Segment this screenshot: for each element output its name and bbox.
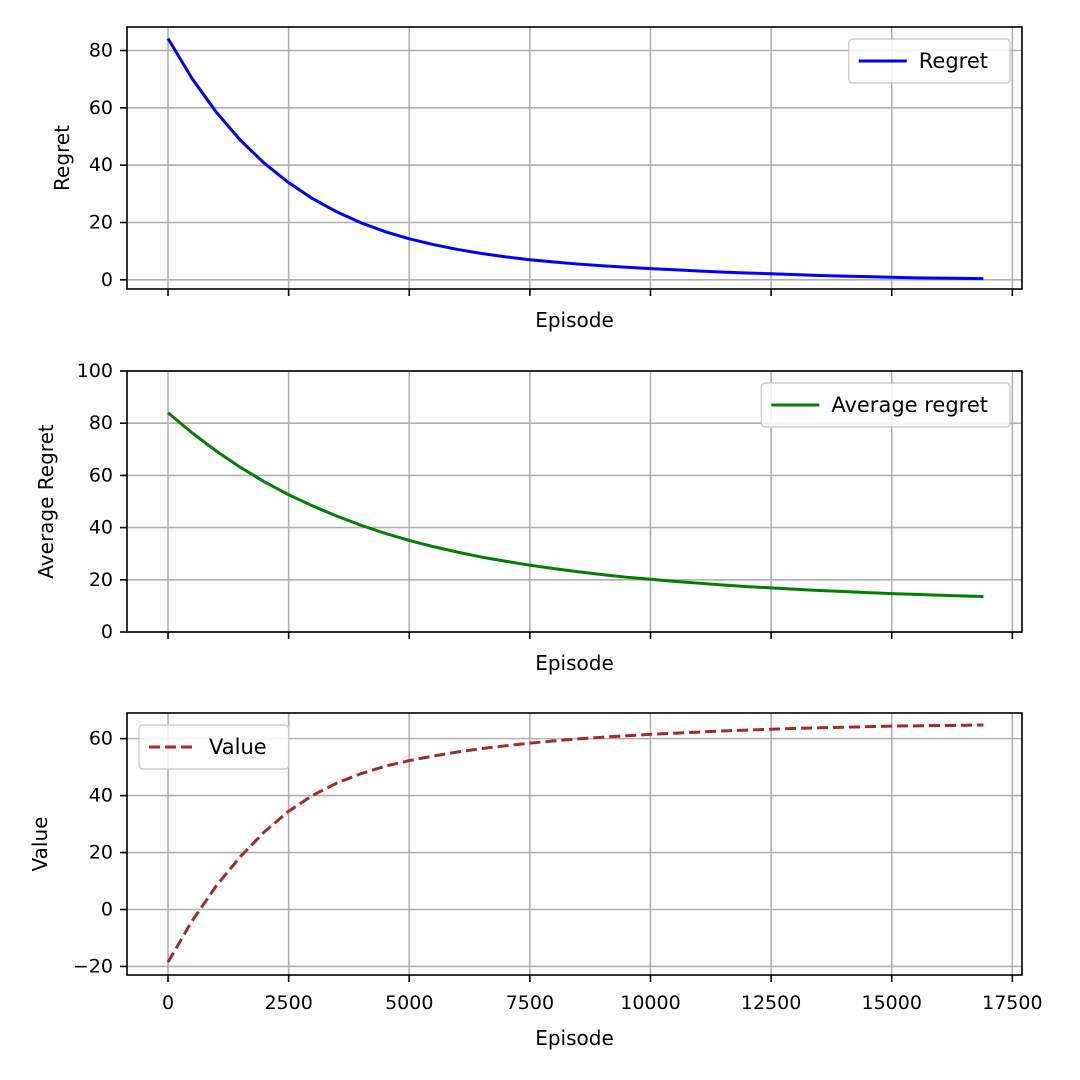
series-line-value bbox=[166, 723, 984, 963]
x-axis-label: Episode bbox=[535, 651, 614, 675]
series-line-average-regret bbox=[167, 411, 984, 598]
axes-frame bbox=[126, 370, 1023, 633]
x-tick-label: 10000 bbox=[620, 992, 680, 1014]
y-tick-label: 20 bbox=[89, 211, 113, 233]
x-tick-label: 0 bbox=[162, 992, 174, 1014]
y-axis-label: Regret bbox=[50, 125, 74, 191]
y-tick-label: 100 bbox=[77, 360, 113, 382]
panel-2: 0 20 40 60 80 100 Episode Average Regret Average… bbox=[34, 360, 1023, 675]
axes-frame bbox=[126, 712, 1023, 976]
legend: Value bbox=[138, 724, 290, 770]
y-tick-label: 40 bbox=[89, 785, 113, 807]
legend-label: Value bbox=[209, 735, 267, 759]
x-tick-label: 5000 bbox=[385, 992, 433, 1014]
legend: Average regret bbox=[760, 382, 1011, 428]
panel-3: 0 2500 5000 7500 10000 12500 15000 17500 −20 0 20 4… bbox=[28, 712, 1043, 1050]
x-axis-label: Episode bbox=[535, 308, 614, 332]
x-tick-label: 17500 bbox=[982, 992, 1042, 1014]
y-tick-label: 40 bbox=[89, 517, 113, 539]
y-axis-label: Average Regret bbox=[34, 424, 58, 579]
y-tick-label: 80 bbox=[89, 40, 113, 62]
x-tick-label: 15000 bbox=[862, 992, 922, 1014]
legend-box bbox=[760, 382, 1011, 428]
y-tick-label: 80 bbox=[89, 412, 113, 434]
x-axis-label: Episode bbox=[535, 1026, 614, 1050]
legend-label: Regret bbox=[919, 49, 988, 73]
y-tick-label: 0 bbox=[101, 621, 113, 643]
x-tick-label: 7500 bbox=[506, 992, 554, 1014]
x-tick-label: 12500 bbox=[741, 992, 801, 1014]
y-tick-label: −20 bbox=[73, 955, 113, 977]
y-tick-label: 0 bbox=[101, 269, 113, 291]
y-tick-label: 60 bbox=[89, 728, 113, 750]
y-tick-label: 60 bbox=[89, 464, 113, 486]
legend-box bbox=[848, 38, 1011, 84]
series-line-regret bbox=[166, 37, 984, 281]
x-tick-label: 2500 bbox=[264, 992, 312, 1014]
legend-box bbox=[138, 724, 290, 770]
legend: Regret bbox=[848, 38, 1011, 84]
y-tick-label: 60 bbox=[89, 97, 113, 119]
y-axis-label: Value bbox=[28, 817, 52, 872]
y-tick-label: 40 bbox=[89, 154, 113, 176]
y-tick-label: 0 bbox=[101, 899, 113, 921]
axes-frame bbox=[126, 26, 1023, 290]
panel-1: 0 20 40 60 80 Episode Regret Regret bbox=[50, 26, 1023, 332]
y-tick-label: 20 bbox=[89, 842, 113, 864]
legend-label: Average regret bbox=[831, 393, 988, 417]
y-tick-label: 20 bbox=[89, 569, 113, 591]
